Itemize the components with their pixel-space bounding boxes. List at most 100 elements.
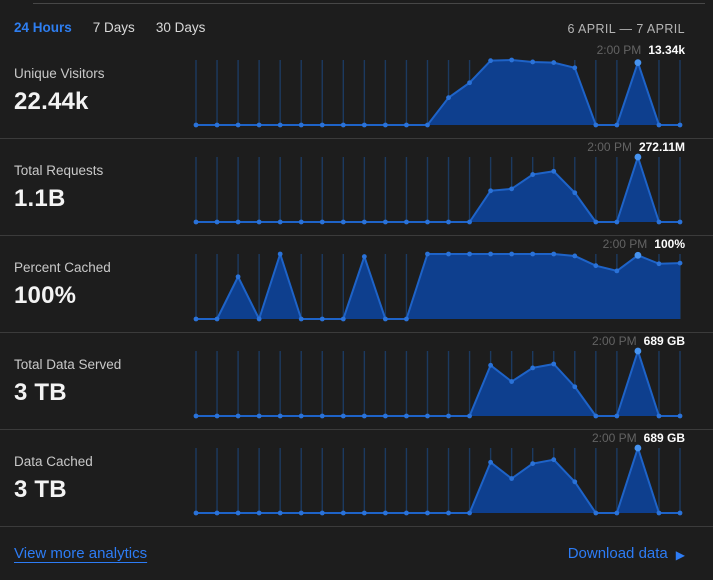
metric-value: 22.44k (14, 88, 89, 115)
chart-point (656, 413, 662, 419)
chart-point (404, 413, 409, 419)
chart-point (467, 510, 472, 516)
tooltip-value: 689 GB (643, 431, 685, 445)
chart-point-highlighted (634, 251, 642, 259)
metric-area-chart[interactable] (193, 443, 683, 519)
chart-point (488, 188, 494, 194)
chart-point (467, 80, 472, 86)
metric-row: 2:00 PM 689 GB Data Cached 3 TB (0, 430, 713, 527)
chart-point (551, 251, 557, 257)
chart-point (235, 122, 241, 128)
tooltip-time: 2:00 PM (596, 43, 642, 57)
metric-summary: Unique Visitors 22.44k (14, 66, 105, 116)
chart-point (193, 316, 199, 322)
chart-point (361, 122, 367, 128)
tooltip-time: 2:00 PM (602, 237, 648, 251)
chart-point (425, 251, 430, 257)
metric-label: Total Data Served (14, 357, 122, 372)
chart-point (382, 510, 388, 516)
chart-point (277, 510, 283, 516)
chart-point (530, 461, 536, 466)
peak-tooltip: 2:00 PM 272.11M (587, 140, 685, 154)
chart-point (509, 379, 515, 384)
chart-point (235, 219, 241, 225)
metric-row: 2:00 PM 272.11M Total Requests 1.1B (0, 139, 713, 236)
chart-point (509, 251, 515, 257)
metric-value: 100% (14, 282, 77, 309)
chart-point (614, 413, 620, 419)
metric-summary: Total Data Served 3 TB (14, 357, 121, 407)
chart-point (256, 316, 262, 322)
metric-summary: Percent Cached 100% (14, 260, 111, 310)
chart-area-fill (196, 60, 680, 125)
tooltip-value: 100% (654, 237, 685, 251)
metric-row: 2:00 PM 689 GB Total Data Served 3 TB (0, 333, 713, 430)
chart-point (572, 384, 578, 390)
chart-area-fill (196, 254, 680, 319)
top-divider (33, 3, 705, 4)
chart-point (382, 219, 388, 225)
tooltip-value: 13.34k (648, 43, 685, 57)
chart-point (530, 365, 536, 371)
chart-point (298, 122, 304, 128)
metric-label: Data Cached (14, 454, 93, 469)
chart-point (425, 510, 430, 516)
chart-point (614, 219, 620, 225)
chart-line (195, 350, 681, 417)
chart-point (488, 362, 494, 368)
chart-point (614, 510, 620, 516)
chart-point (656, 261, 662, 267)
download-data-button[interactable]: Download data ▶ (568, 545, 685, 562)
chart-point (572, 190, 578, 196)
metric-area-chart[interactable] (193, 55, 683, 131)
chart-point (488, 459, 494, 465)
metric-row: 2:00 PM 13.34k Unique Visitors 22.44k (0, 42, 713, 139)
chart-point (298, 510, 304, 516)
metric-summary: Data Cached 3 TB (14, 454, 93, 504)
chart-point (256, 510, 262, 516)
metric-area-chart[interactable] (193, 346, 683, 422)
chart-point (551, 361, 557, 367)
chart-point (404, 122, 409, 128)
metric-label: Percent Cached (14, 260, 111, 275)
chart-point (404, 316, 409, 322)
chart-point (382, 122, 388, 128)
chart-point (446, 219, 451, 225)
chart-point (235, 274, 241, 280)
chart-point (298, 219, 304, 225)
metric-value: 1.1B (14, 185, 66, 212)
play-icon: ▶ (675, 547, 685, 562)
chart-point (214, 316, 220, 322)
chart-point (677, 510, 683, 516)
chart-point (446, 95, 451, 101)
view-more-analytics-link[interactable]: View more analytics (14, 545, 148, 562)
metric-area-chart[interactable] (193, 152, 683, 228)
chart-point (340, 122, 346, 128)
tooltip-time: 2:00 PM (591, 431, 637, 445)
chart-point (572, 253, 578, 259)
chart-point-highlighted (634, 444, 642, 452)
chart-point-highlighted (634, 153, 642, 161)
chart-point (298, 413, 304, 419)
chart-area-fill (196, 448, 680, 513)
chart-point (551, 60, 557, 65)
chart-point (425, 122, 430, 128)
chart-point (509, 476, 515, 481)
chart-point (193, 510, 199, 516)
download-data-label: Download data (567, 545, 668, 562)
tab-7-days[interactable]: 7 Days (92, 20, 135, 35)
tab-24-hours[interactable]: 24 Hours (14, 20, 72, 35)
chart-point (467, 413, 472, 419)
chart-point (551, 168, 557, 174)
chart-area-fill (196, 351, 680, 416)
metric-label: Total Requests (14, 163, 104, 178)
chart-point (509, 57, 515, 63)
chart-point (193, 219, 199, 225)
chart-point (467, 219, 472, 225)
tab-30-days[interactable]: 30 Days (155, 20, 206, 35)
metric-area-chart[interactable] (193, 249, 683, 325)
peak-tooltip: 2:00 PM 13.34k (597, 43, 685, 57)
peak-tooltip: 2:00 PM 100% (603, 237, 685, 251)
chart-point (235, 510, 241, 516)
metric-rows: 2:00 PM 13.34k Unique Visitors 22.44k 2:00 P… (0, 42, 713, 527)
